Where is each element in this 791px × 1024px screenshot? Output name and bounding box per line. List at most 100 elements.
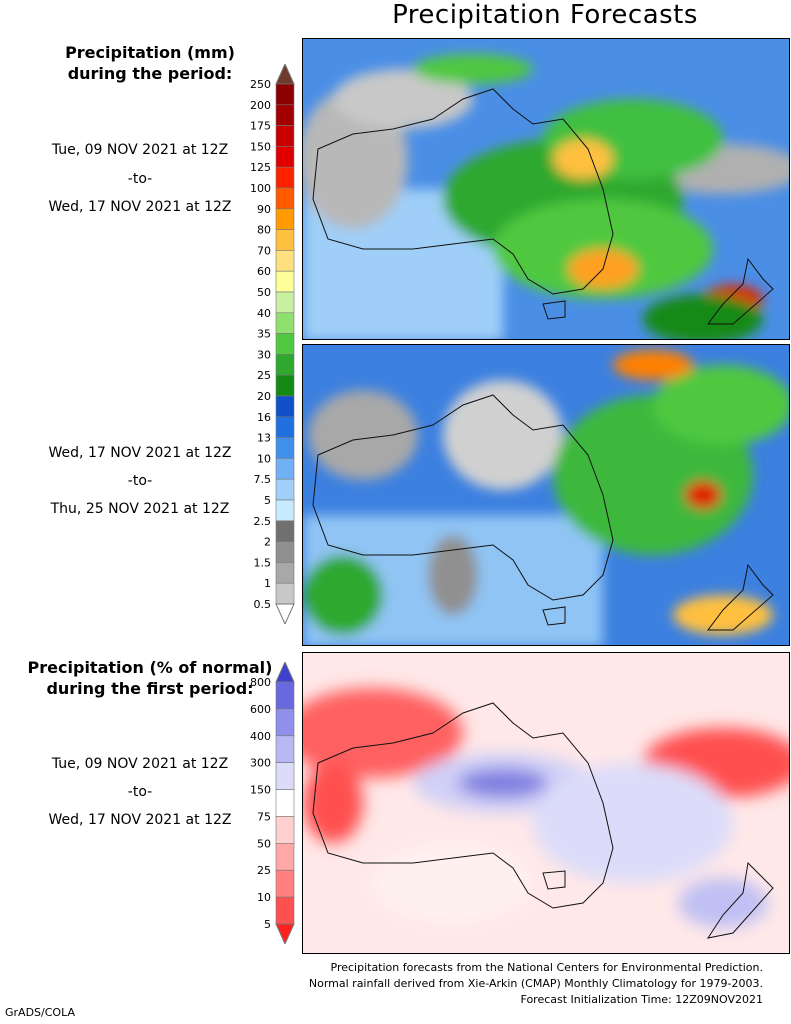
colorbar-segment — [275, 146, 295, 168]
colorbar-tick-label: 70 — [257, 244, 271, 257]
precip-percent-colorbar: 800 600 400 300 150 75 50 25 10 5 — [250, 662, 295, 944]
colorbar-tick-label: 75 — [257, 810, 271, 823]
colorbar-segment — [275, 104, 295, 126]
colorbar-segment — [275, 166, 295, 189]
colorbar-tick-label: 800 — [250, 676, 271, 689]
period3-heading: Precipitation (% of normal) during the f… — [0, 657, 300, 699]
colorbar-bottom-cap — [275, 603, 295, 624]
colorbar-tick-label: 80 — [257, 224, 271, 237]
colorbar-segment — [275, 458, 295, 480]
colorbar-tick-label: 10 — [257, 891, 271, 904]
colorbar-segment — [275, 582, 295, 605]
colorbar-segment — [275, 735, 295, 763]
colorbar-tick-label: 50 — [257, 837, 271, 850]
chart-title: Precipitation Forecasts — [392, 0, 698, 30]
colorbar-tick-label: 250 — [250, 78, 271, 91]
colorbar-segment — [275, 896, 295, 925]
colorbar-segment — [275, 708, 295, 737]
colorbar-tick-label: 2.5 — [254, 515, 272, 528]
colorbar-segment — [275, 187, 295, 210]
period2-start: Wed, 17 NOV 2021 at 12Z — [48, 445, 232, 461]
colorbar-tick-label: 25 — [257, 864, 271, 877]
colorbar-segment — [275, 869, 295, 898]
colorbar-tick-label: 20 — [257, 390, 271, 403]
colorbar-tick-label: 600 — [250, 703, 271, 716]
colorbar-segment — [275, 270, 295, 293]
precip-mm-colorbar: 2502001751501251009080706050403530252016… — [250, 64, 295, 624]
colorbar-tick-label: 25 — [257, 369, 271, 382]
credit-label: GrADS/COLA — [5, 1006, 75, 1019]
map-panel-period1 — [302, 38, 790, 340]
colorbar-tick-label: 60 — [257, 265, 271, 278]
colorbar-segment — [275, 250, 295, 272]
colorbar-segment — [275, 816, 295, 844]
colorbar-tick-label: 400 — [250, 730, 271, 743]
period1-sep: -to- — [127, 171, 153, 187]
colorbar-tick-label: 30 — [257, 348, 271, 361]
colorbar-segment — [275, 416, 295, 438]
colorbar-segment — [275, 354, 295, 376]
colorbar-tick-label: 5 — [264, 918, 271, 931]
period1-heading-line1: Precipitation (mm) — [65, 43, 235, 62]
colorbar-tick-label: 2 — [264, 536, 271, 549]
colorbar-tick-label: 50 — [257, 286, 271, 299]
period3-start: Tue, 09 NOV 2021 at 12Z — [51, 756, 229, 772]
colorbar-segment — [275, 843, 295, 871]
colorbar-tick-label: 35 — [257, 328, 271, 341]
colorbar-tick-label: 150 — [250, 784, 271, 797]
colorbar-tick-label: 150 — [250, 140, 271, 153]
colorbar-segment — [275, 520, 295, 542]
footer-line3: Forecast Initialization Time: 12Z09NOV20… — [520, 993, 763, 1006]
colorbar-top-cap — [275, 64, 295, 85]
colorbar-segment — [275, 762, 295, 790]
colorbar-segment — [275, 333, 295, 355]
colorbar-tick-label: 5 — [264, 494, 271, 507]
colorbar-tick-label: 16 — [257, 411, 271, 424]
colorbar-tick-label: 125 — [250, 161, 271, 174]
period3-heading-line2: during the first period: — [46, 679, 254, 698]
colorbar-tick-label: 1.5 — [254, 556, 272, 569]
colorbar-segment — [275, 478, 295, 501]
colorbar-segment — [275, 208, 295, 230]
colorbar-bottom-cap — [275, 923, 295, 944]
colorbar-segment — [275, 395, 295, 418]
map-panel-percent-normal — [302, 652, 790, 954]
colorbar-tick-label: 100 — [250, 182, 271, 195]
colorbar-segment — [275, 437, 295, 459]
period2-end: Thu, 25 NOV 2021 at 12Z — [50, 501, 230, 517]
period1-end: Wed, 17 NOV 2021 at 12Z — [48, 199, 232, 215]
colorbar-tick-label: 175 — [250, 120, 271, 133]
period1-start: Tue, 09 NOV 2021 at 12Z — [51, 142, 229, 158]
period3-heading-line1: Precipitation (% of normal) — [27, 658, 273, 677]
colorbar-tick-label: 7.5 — [254, 473, 272, 486]
period1-heading: Precipitation (mm) during the period: — [0, 42, 300, 84]
colorbar-tick-label: 40 — [257, 307, 271, 320]
colorbar-segment — [275, 312, 295, 334]
colorbar-segment — [275, 125, 295, 147]
period2-sep: -to- — [127, 473, 153, 489]
map-period1 — [303, 39, 789, 339]
colorbar-segment — [275, 499, 295, 522]
colorbar-segment — [275, 541, 295, 563]
colorbar-segment — [275, 291, 295, 314]
map-panel-period2 — [302, 344, 790, 646]
colorbar-tick-label: 300 — [250, 757, 271, 770]
colorbar-segment — [275, 789, 295, 817]
colorbar-segment — [275, 681, 295, 710]
colorbar-tick-label: 13 — [257, 432, 271, 445]
colorbar-segment — [275, 229, 295, 251]
colorbar-tick-label: 200 — [250, 99, 271, 112]
period3-end: Wed, 17 NOV 2021 at 12Z — [48, 812, 232, 828]
colorbar-tick-label: 10 — [257, 452, 271, 465]
colorbar-tick-label: 0.5 — [254, 598, 272, 611]
colorbar-segment — [275, 562, 295, 584]
colorbar-segment — [275, 83, 295, 106]
colorbar-tick-label: 90 — [257, 203, 271, 216]
colorbar-segment — [275, 374, 295, 397]
footer-line2: Normal rainfall derived from Xie-Arkin (… — [308, 977, 763, 990]
map-percent-normal — [303, 653, 789, 953]
period3-sep: -to- — [127, 784, 153, 800]
period1-heading-line2: during the period: — [67, 64, 233, 83]
footer-line1: Precipitation forecasts from the Nationa… — [330, 961, 764, 974]
colorbar-tick-label: 1 — [264, 577, 271, 590]
